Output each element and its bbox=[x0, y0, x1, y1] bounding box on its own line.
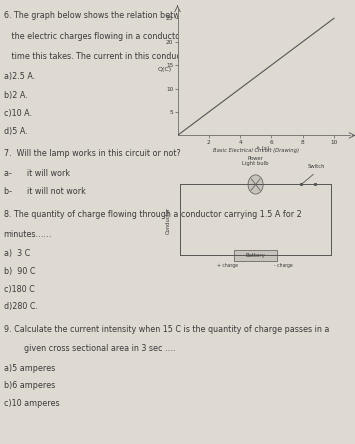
Text: a-      it will work: a- it will work bbox=[4, 169, 70, 178]
Text: 6. The graph below shows the relation between: 6. The graph below shows the relation be… bbox=[4, 11, 194, 20]
Text: c)10 A.: c)10 A. bbox=[4, 109, 32, 118]
Text: b-      it will not work: b- it will not work bbox=[4, 187, 86, 196]
Text: 9. Calculate the current intensity when 15 C is the quantity of charge passes in: 9. Calculate the current intensity when … bbox=[4, 325, 329, 333]
Text: c)10 amperes: c)10 amperes bbox=[4, 399, 59, 408]
Text: b)6 amperes: b)6 amperes bbox=[4, 381, 55, 390]
Text: Battery: Battery bbox=[246, 253, 266, 258]
Text: minutes……: minutes…… bbox=[4, 230, 52, 238]
Text: b)  90 C: b) 90 C bbox=[4, 267, 35, 276]
Y-axis label: Q(C): Q(C) bbox=[157, 67, 171, 72]
Text: Basic Electrical Circuit (Drawing): Basic Electrical Circuit (Drawing) bbox=[213, 148, 299, 153]
Text: time this takes. The current in this conductor is  A: time this takes. The current in this con… bbox=[4, 52, 211, 61]
Text: a)  3 C: a) 3 C bbox=[4, 249, 30, 258]
Bar bbox=[234, 250, 278, 261]
Text: 7.  Will the lamp works in this circuit or not?: 7. Will the lamp works in this circuit o… bbox=[4, 149, 180, 158]
Text: Conductor: Conductor bbox=[166, 206, 171, 234]
Text: Power
Light bulb: Power Light bulb bbox=[242, 155, 269, 166]
Text: d)5 A.: d)5 A. bbox=[4, 127, 27, 136]
Text: + charge: + charge bbox=[217, 263, 238, 268]
X-axis label: t (s): t (s) bbox=[257, 146, 270, 151]
Text: 8. The quantity of charge flowing through a conductor carrying 1.5 A for 2: 8. The quantity of charge flowing throug… bbox=[4, 210, 301, 219]
Text: - charge: - charge bbox=[274, 263, 293, 268]
Text: d)280 C.: d)280 C. bbox=[4, 302, 38, 311]
Text: a)5 amperes: a)5 amperes bbox=[4, 364, 55, 373]
Text: given cross sectional area in 3 sec ….: given cross sectional area in 3 sec …. bbox=[4, 344, 175, 353]
Text: b)2 A.: b)2 A. bbox=[4, 91, 27, 99]
Text: a)2.5 A.: a)2.5 A. bbox=[4, 72, 35, 81]
Text: the electric charges flowing in a conductor and the: the electric charges flowing in a conduc… bbox=[4, 32, 216, 40]
Text: Switch: Switch bbox=[307, 164, 325, 169]
Text: c)180 C: c)180 C bbox=[4, 285, 34, 293]
Circle shape bbox=[248, 175, 263, 194]
